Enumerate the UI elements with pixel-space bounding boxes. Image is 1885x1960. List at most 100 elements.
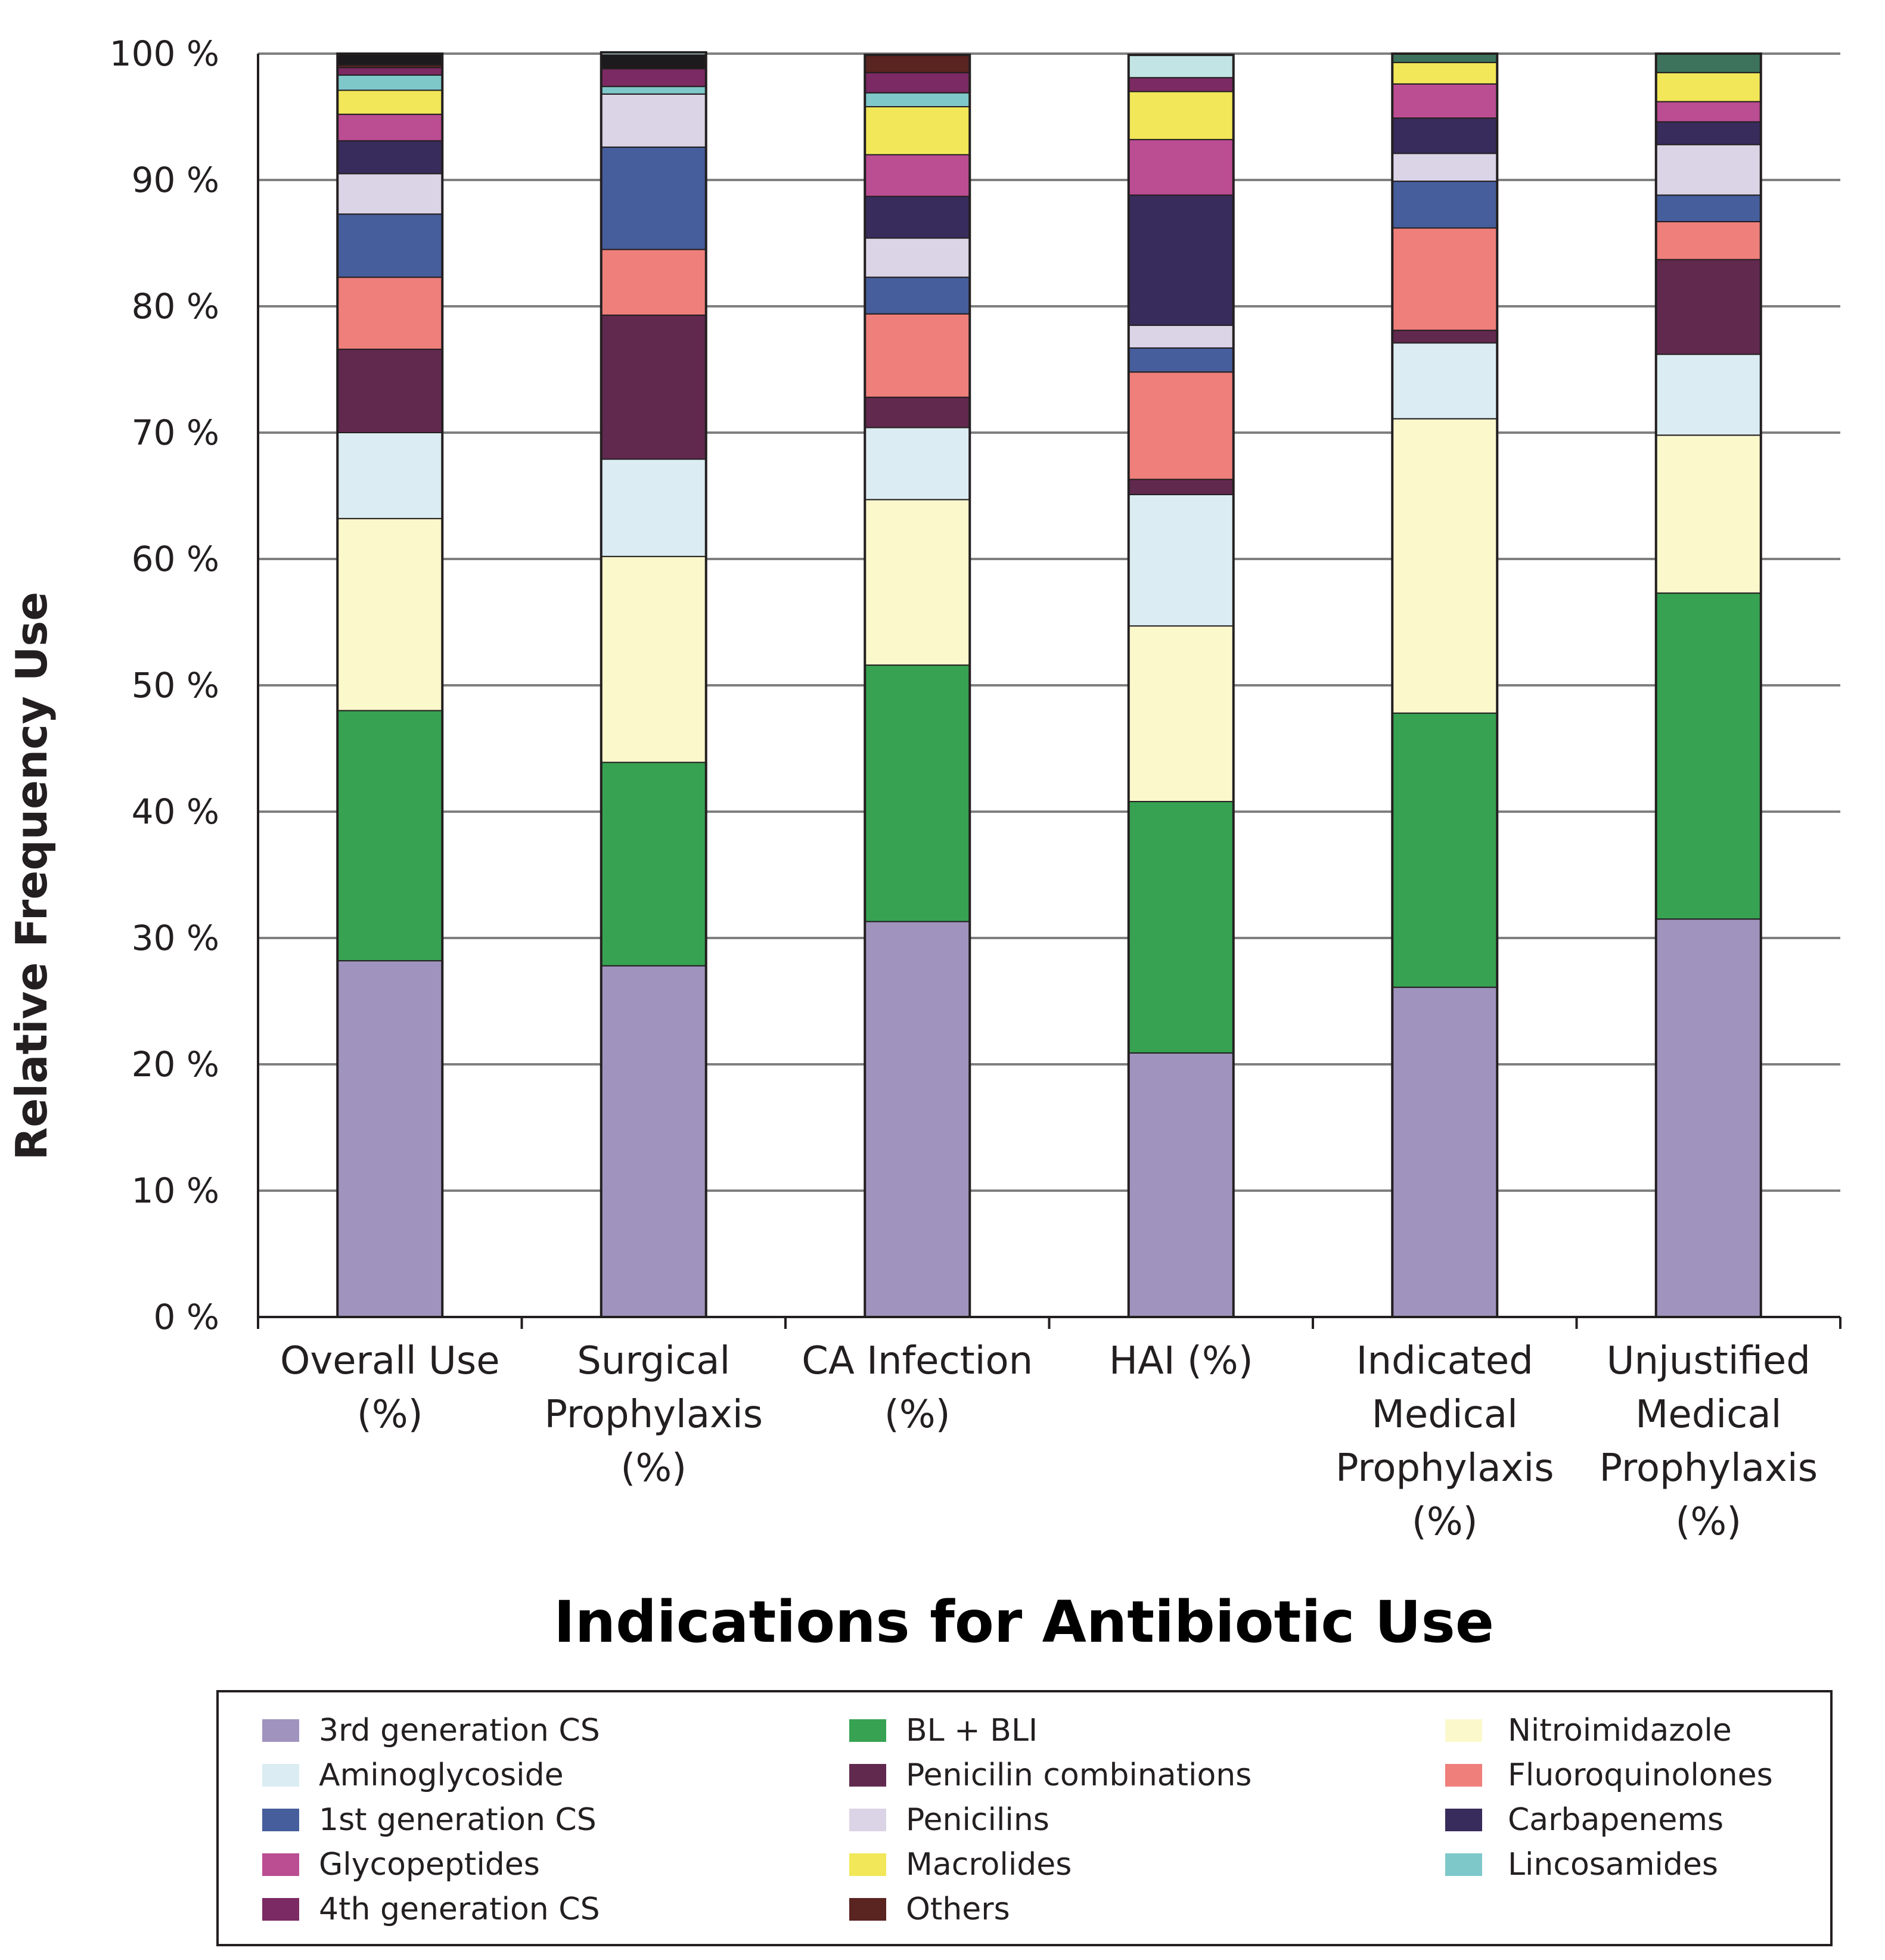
bar-segment (1656, 919, 1761, 1317)
x-tick-label: Overall Use (%) (280, 1339, 500, 1437)
bar-segment (1129, 495, 1234, 626)
bar-segment (865, 277, 970, 313)
legend-swatch (1445, 1853, 1482, 1876)
bar-stack (1129, 55, 1234, 1317)
bar-segment (865, 499, 970, 665)
legend-label: Carbapenems (1508, 1802, 1723, 1838)
bar-segment (601, 250, 706, 315)
bar-segment (1392, 713, 1497, 987)
bar-segment (337, 90, 442, 114)
bar-segment (337, 961, 442, 1317)
bar-segment (1392, 343, 1497, 418)
bar-segment (1656, 355, 1761, 436)
bar-segment (1129, 92, 1234, 140)
bar-stack (1656, 54, 1761, 1317)
legend-swatch (1445, 1719, 1482, 1742)
bar-segment (1392, 330, 1497, 343)
bar-segment (1392, 181, 1497, 228)
bar-segment (337, 349, 442, 433)
y-axis-ticks: 0 % 10 % 20 % 30 % 40 % 50 % 60 % 70 % 80 % 90 % 1… (110, 33, 219, 1337)
bar-stack (1392, 54, 1497, 1317)
bar-segment (1129, 139, 1234, 195)
bar-segment (1392, 118, 1497, 153)
legend-label: 4th generation CS (319, 1891, 600, 1927)
legend-swatch (262, 1898, 299, 1921)
bar-segment (337, 114, 442, 141)
bar-segment (601, 69, 706, 86)
bar-stack (337, 54, 442, 1317)
legend-label: Macrolides (906, 1847, 1072, 1883)
legend-swatch (849, 1764, 886, 1787)
bar-segment (337, 433, 442, 518)
bar-segment (1129, 802, 1234, 1053)
bar-segment (601, 966, 706, 1317)
stacked-bar-chart: 0 %10 %20 %30 %40 %50 %60 %70 %80 %90 %1… (0, 0, 1885, 1960)
bar-segment (337, 518, 442, 710)
legend-swatch (849, 1853, 886, 1876)
y-tick-label: 100 % (110, 33, 219, 74)
legend-swatch (849, 1809, 886, 1831)
x-tick-label: Indicated Medical Prophylaxis (%) (1336, 1339, 1554, 1544)
legend-label: Glycopeptides (319, 1847, 540, 1883)
legend-swatch (849, 1898, 886, 1921)
bar-segment (337, 141, 442, 173)
x-axis-ticks: Overall Use (%) Surgical Prophylaxis (%) CA I… (258, 1317, 1840, 1544)
y-tick-label: 80 % (132, 286, 219, 327)
bar-segment (1656, 593, 1761, 919)
legend-label: Aminoglycoside (319, 1757, 564, 1793)
bar-segment (337, 173, 442, 214)
bar-segment (337, 67, 442, 75)
bar-segment (1392, 419, 1497, 713)
bar-segment (1656, 122, 1761, 144)
bar-segment (1656, 195, 1761, 222)
y-tick-label: 30 % (132, 918, 219, 958)
gridlines (258, 54, 1840, 1191)
legend-item: Penicilin combinations (849, 1757, 1252, 1793)
legend-label: Penicilin combinations (906, 1757, 1252, 1793)
legend-swatch (849, 1719, 886, 1742)
x-tick-label: CA Infection (%) (802, 1339, 1033, 1437)
y-tick-label: 70 % (132, 412, 219, 453)
legend-label: Lincosamides (1508, 1847, 1718, 1883)
bar-segment (1129, 55, 1234, 77)
bar-segment (1129, 372, 1234, 479)
bar-segment (601, 459, 706, 557)
bar-segment (1656, 102, 1761, 122)
legend-swatch (262, 1853, 299, 1876)
bar-segment (1392, 84, 1497, 118)
y-tick-label: 50 % (132, 665, 219, 706)
bar-segment (1656, 260, 1761, 355)
y-axis-label: Relative Frequency Use (7, 592, 57, 1160)
bar-segment (1392, 54, 1497, 63)
bar-segment (1656, 54, 1761, 73)
bar-segment (1129, 479, 1234, 494)
bar-segment (865, 93, 970, 107)
y-tick-label: 60 % (132, 539, 219, 579)
bar-segment (1392, 153, 1497, 181)
y-tick-label: 0 % (154, 1297, 219, 1337)
x-tick-label: HAI (%) (1109, 1339, 1253, 1383)
bar-segment (1392, 63, 1497, 84)
bar-segment (1129, 626, 1234, 802)
y-tick-label: 90 % (132, 160, 219, 200)
bar-segment (337, 75, 442, 90)
bar-segment (1656, 435, 1761, 593)
bar-segment (1392, 987, 1497, 1317)
bar-segment (1656, 222, 1761, 260)
bar-segment (337, 54, 442, 65)
bar-segment (1656, 73, 1761, 102)
bar-segment (865, 155, 970, 197)
bar-segment (1129, 77, 1234, 91)
bar-segment (1129, 325, 1234, 348)
bar-segment (1129, 1053, 1234, 1317)
bar-segment (1129, 195, 1234, 325)
bar-segment (337, 710, 442, 961)
bar-segment (601, 147, 706, 250)
legend-swatch (1445, 1764, 1482, 1787)
bar-segment (865, 665, 970, 921)
x-axis-label: Indications for Antibiotic Use (554, 1589, 1494, 1655)
bar-segment (865, 107, 970, 155)
legend-label: Others (906, 1891, 1010, 1927)
bar-segment (601, 315, 706, 459)
y-tick-label: 10 % (132, 1170, 219, 1211)
